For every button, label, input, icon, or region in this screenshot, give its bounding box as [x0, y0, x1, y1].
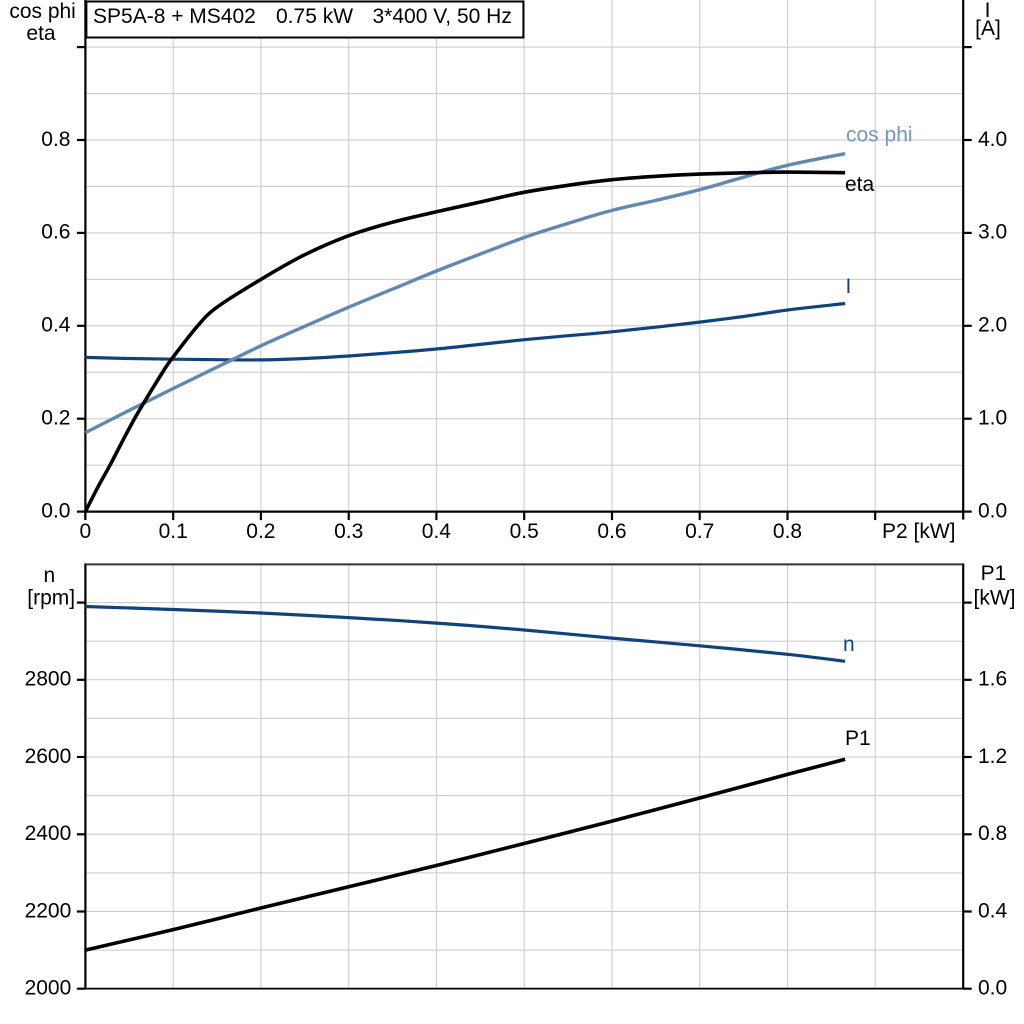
svg-text:0.3: 0.3: [334, 520, 363, 543]
svg-text:0.1: 0.1: [159, 520, 188, 543]
svg-text:eta: eta: [26, 22, 56, 45]
svg-text:2200: 2200: [25, 899, 72, 922]
svg-text:0.4: 0.4: [978, 899, 1008, 922]
svg-text:3.0: 3.0: [978, 221, 1007, 244]
svg-text:0.4: 0.4: [41, 314, 71, 337]
svg-text:eta: eta: [845, 173, 875, 196]
svg-text:P1: P1: [845, 727, 871, 750]
svg-text:[rpm]: [rpm]: [27, 587, 75, 610]
svg-text:0.6: 0.6: [597, 520, 626, 543]
svg-text:SP5A-8 + MS402: SP5A-8 + MS402: [93, 5, 256, 28]
svg-text:0.8: 0.8: [773, 520, 802, 543]
svg-text:1.6: 1.6: [978, 668, 1007, 691]
svg-text:0.8: 0.8: [978, 822, 1007, 845]
svg-text:2800: 2800: [25, 668, 72, 691]
svg-text:cos phi: cos phi: [9, 0, 76, 23]
svg-text:0.4: 0.4: [422, 520, 452, 543]
svg-text:[A]: [A]: [975, 17, 1001, 40]
svg-text:0.5: 0.5: [510, 520, 539, 543]
svg-text:0.6: 0.6: [41, 221, 70, 244]
svg-text:1.2: 1.2: [978, 745, 1007, 768]
svg-text:2400: 2400: [25, 822, 72, 845]
svg-text:n: n: [44, 564, 56, 587]
svg-text:2600: 2600: [25, 745, 72, 768]
svg-text:0.0: 0.0: [978, 499, 1007, 522]
svg-text:1.0: 1.0: [978, 407, 1007, 430]
svg-text:I: I: [985, 0, 991, 22]
svg-text:0.75 kW: 0.75 kW: [276, 5, 353, 28]
svg-text:P1: P1: [981, 562, 1007, 585]
svg-text:P2 [kW]: P2 [kW]: [882, 520, 956, 543]
svg-text:4.0: 4.0: [978, 128, 1007, 151]
svg-text:[kW]: [kW]: [974, 587, 1016, 610]
svg-text:0: 0: [80, 520, 92, 543]
svg-text:0.7: 0.7: [685, 520, 714, 543]
svg-text:0.2: 0.2: [41, 407, 70, 430]
svg-text:2.0: 2.0: [978, 314, 1007, 337]
svg-text:0.2: 0.2: [246, 520, 275, 543]
svg-text:I: I: [846, 275, 852, 298]
svg-text:2000: 2000: [25, 977, 72, 1000]
svg-text:0.8: 0.8: [41, 128, 70, 151]
svg-text:0.0: 0.0: [41, 499, 70, 522]
svg-text:n: n: [843, 633, 855, 656]
svg-text:cos phi: cos phi: [846, 124, 913, 147]
svg-text:3*400 V, 50 Hz: 3*400 V, 50 Hz: [373, 5, 512, 28]
svg-text:0.0: 0.0: [978, 977, 1007, 1000]
